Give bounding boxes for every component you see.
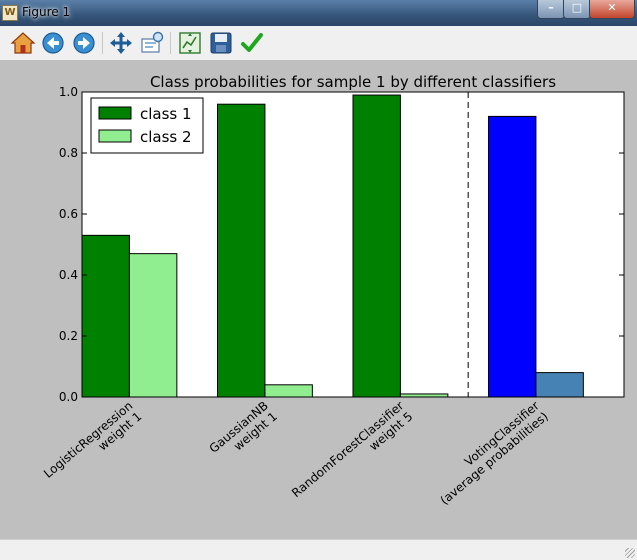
bar-class-2-1 [264, 384, 313, 398]
subplots-button[interactable] [177, 30, 203, 56]
maximize-button[interactable]: □ [563, 0, 591, 19]
toolbar-separator [170, 32, 171, 54]
pan-button[interactable] [108, 30, 134, 56]
bar-class-1-0 [81, 234, 130, 398]
chart-title: Class probabilities for sample 1 by diff… [150, 73, 556, 91]
check-button[interactable] [239, 30, 265, 56]
app-icon: W [2, 5, 18, 21]
status-bar [0, 539, 637, 560]
legend-label: class 1 [140, 105, 192, 123]
plot-frame [81, 91, 625, 398]
back-button[interactable] [40, 30, 66, 56]
bar-class-1-3 [488, 115, 537, 398]
bar-class-1-1 [217, 103, 266, 398]
x-tick-label: VotingClassifier(average probabilities) [429, 399, 551, 508]
y-tick-label: 0.0 [59, 390, 78, 404]
subplots-icon [179, 32, 201, 54]
bar-class-2-0 [128, 253, 178, 398]
x-tick-label: RandomForestClassifierweight 5 [289, 399, 415, 511]
resize-grip[interactable] [625, 548, 635, 558]
zoom-icon [141, 31, 164, 53]
bar-chart: Class probabilities for sample 1 by diff… [41, 73, 625, 511]
save-icon [210, 32, 232, 54]
forward-button[interactable] [71, 30, 97, 56]
y-tick-label: 0.8 [59, 146, 78, 160]
forward-arrow-icon [73, 32, 95, 54]
checkmark-icon [241, 33, 263, 52]
window-title: Figure 1 [22, 5, 71, 19]
home-icon [10, 32, 36, 54]
y-tick-label: 0.6 [59, 207, 78, 221]
y-tick-label: 0.2 [59, 329, 78, 343]
home-button[interactable] [10, 30, 36, 56]
navigation-toolbar [0, 26, 637, 61]
close-button[interactable]: ✕ [589, 0, 635, 19]
pan-icon [110, 32, 132, 54]
bar-class-1-2 [352, 94, 401, 398]
x-tick-label: LogisticRegressionweight 1 [41, 399, 144, 492]
window-titlebar[interactable]: W Figure 1 – □ ✕ [0, 0, 637, 26]
y-tick-label: 1.0 [59, 85, 78, 99]
toolbar-separator [102, 32, 103, 54]
save-button[interactable] [208, 30, 234, 56]
legend-swatch [98, 106, 132, 120]
back-arrow-icon [42, 32, 64, 54]
zoom-button[interactable] [139, 30, 165, 56]
y-tick-label: 0.4 [59, 268, 78, 282]
bar-class-2-3 [535, 372, 584, 398]
legend: class 1 class 2 [90, 97, 204, 154]
minimize-button[interactable]: – [537, 0, 565, 19]
legend-swatch [98, 129, 132, 143]
figure-canvas[interactable]: Class probabilities for sample 1 by diff… [0, 60, 637, 539]
legend-label: class 2 [140, 128, 192, 146]
x-tick-label: GaussianNBweight 1 [206, 399, 279, 467]
